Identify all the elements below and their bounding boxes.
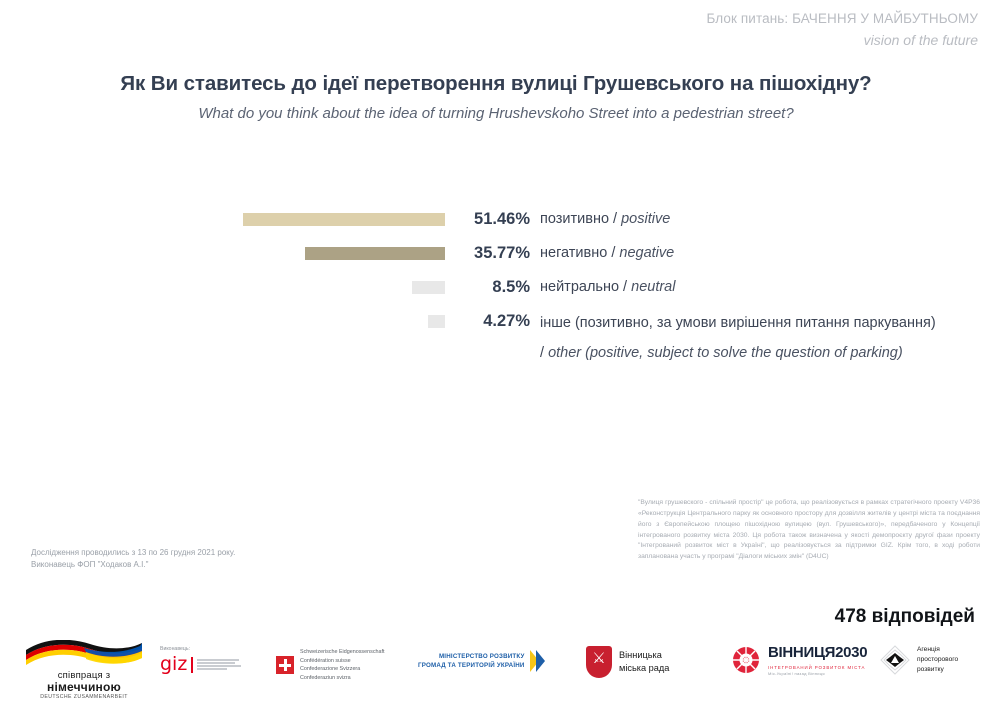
- topic-kicker-label: Блок питань:: [706, 11, 793, 26]
- vinnytsia2030-sub: ІНТЕГРОВАНИЙ РОЗВИТОК МІСТА: [768, 664, 866, 670]
- agency-line3: розвитку: [917, 666, 944, 674]
- topic-header: Блок питань: БАЧЕННЯ У МАЙБУТНЬОМУ visio…: [707, 10, 979, 50]
- bar-track: [0, 213, 445, 226]
- question-title-en: What do you think about the idea of turn…: [198, 105, 794, 122]
- german-ukrainian-ribbon-icon: [26, 639, 142, 665]
- chart-row: 35.77% негативно / negative: [0, 240, 992, 274]
- bar-2: [304, 247, 445, 260]
- bar-4: [428, 315, 445, 328]
- topic-kicker-en: vision of the future: [863, 32, 978, 49]
- bar-category-label-en: neutral: [631, 279, 676, 295]
- ministry-line1: МІНІСТЕРСТВО РОЗВИТКУ: [438, 652, 525, 660]
- logo-ministry-of-development: МІНІСТЕРСТВО РОЗВИТКУ ГРОМАД ТА ТЕРИТОРІ…: [418, 650, 545, 672]
- bar-category-label-ua: позитивно /: [540, 211, 622, 227]
- bar-category-label-ua: нейтрально /: [540, 279, 632, 295]
- bar-category-label-en: other (positive, subject to solve the qu…: [548, 345, 903, 361]
- topic-kicker: Блок питань: БАЧЕННЯ У МАЙБУТНЬОМУ: [707, 10, 979, 28]
- vinnytsia-council-text: Вінницька міська рада: [619, 649, 669, 676]
- bar-category-label-ua: інше (позитивно, за умови вирішення пита…: [540, 315, 936, 361]
- project-note: "Вулиця грушевского - спільний простір" …: [638, 499, 980, 561]
- agency-diamond-icon: [880, 645, 910, 676]
- bar-value-label: 51.46%: [474, 210, 530, 228]
- bar-category-label: інше (позитивно, за умови вирішення пита…: [540, 308, 940, 368]
- rada-line1: Вінницька: [619, 649, 662, 660]
- logo-vinnytsia-2030: ВІННИЦЯ2030 ІНТЕГРОВАНИЙ РОЗВИТОК МІСТА …: [730, 644, 868, 676]
- total-answers: 478 відповідей: [834, 606, 975, 627]
- bar-1: [243, 213, 445, 226]
- swiss-line1: Schweizerische Eidgenossenschaft: [300, 649, 385, 655]
- question-title-ua: Як Ви ставитесь до ідеї перетворення вул…: [120, 72, 872, 95]
- vinnytsia2030-sub2: Міс-Україні! назад Вінниця: [768, 671, 825, 676]
- bar-category-label: нейтрально / neutral: [540, 274, 940, 300]
- bar-category-label-en: positive: [621, 211, 671, 227]
- vinnytsia2030-wordmark: ВІННИЦЯ2030: [768, 644, 868, 661]
- bar-track: [0, 315, 445, 328]
- vinnytsia-coat-of-arms-icon: ⚔: [586, 646, 612, 678]
- rada-line2: міська рада: [619, 663, 670, 673]
- giz-divider: [191, 656, 193, 673]
- bar-value-label: 4.27%: [483, 312, 530, 330]
- german-coop-line3: DEUTSCHE ZUSAMMENARBEIT: [40, 693, 128, 700]
- agency-text: Агенція просторового розвитку: [917, 645, 958, 676]
- vinnytsia2030-word: ВІННИЦЯ: [768, 644, 836, 661]
- chart-row: 4.27% інше (позитивно, за умови вирішення…: [0, 308, 992, 361]
- agency-line2: просторового: [917, 656, 959, 664]
- chart-row: 51.46% позитивно / positive: [0, 206, 992, 240]
- german-cooperation-text: співпраця з німеччиною DEUTSCHE ZUSAMMEN…: [24, 671, 144, 700]
- ministry-line2: ГРОМАД ТА ТЕРИТОРІЙ УКРАЇНИ: [418, 662, 525, 669]
- ministry-chevron-icon: [529, 650, 545, 672]
- topic-kicker-value: БАЧЕННЯ У МАЙБУТНЬОМУ: [792, 11, 978, 26]
- logo-german-cooperation: співпраця з німеччиною DEUTSCHE ZUSAMMEN…: [24, 639, 144, 700]
- bar-category-label: позитивно / positive: [540, 206, 940, 232]
- partner-logo-strip: співпраця з німеччиною DEUTSCHE ZUSAMMEN…: [0, 638, 992, 701]
- vinnytsia2030-burst-icon: [730, 644, 762, 676]
- swiss-confederation-text: Schweizerische Eidgenossenschaft Confédé…: [300, 648, 385, 683]
- vinnytsia2030-text: ВІННИЦЯ2030 ІНТЕГРОВАНИЙ РОЗВИТОК МІСТА …: [768, 644, 868, 676]
- swiss-line4: Confederaziun svizra: [300, 674, 351, 681]
- bar-category-label-en: negative: [619, 245, 675, 261]
- bar-track: [0, 247, 445, 260]
- giz-subtext-lines-icon: [196, 659, 241, 670]
- german-coop-line2: німеччиною: [47, 679, 121, 694]
- study-note: Дослідження проводились з 13 по 26 грудн…: [31, 548, 236, 570]
- vinnytsia2030-year: 2030: [835, 644, 868, 661]
- chart-row: 8.5% нейтрально / neutral: [0, 274, 992, 308]
- giz-wordmark: giz: [160, 653, 188, 675]
- logo-spatial-development-agency: Агенція просторового розвитку: [880, 645, 958, 676]
- german-coop-line1: співпраця з: [57, 670, 111, 681]
- bar-track: [0, 281, 445, 294]
- bar-3: [411, 281, 445, 294]
- ministry-text: МІНІСТЕРСТВО РОЗВИТКУ ГРОМАД ТА ТЕРИТОРІ…: [418, 652, 525, 671]
- bar-value-label: 8.5%: [492, 278, 530, 296]
- logo-vinnytsia-city-council: ⚔ Вінницька міська рада: [586, 646, 669, 678]
- giz-mark: giz: [160, 653, 241, 675]
- agency-line1: Агенція: [917, 646, 940, 653]
- bar-category-label: негативно / negative: [540, 240, 940, 266]
- bar-category-label-ua: негативно /: [540, 245, 620, 261]
- swiss-flag-icon: [276, 656, 294, 675]
- bar-chart: 51.46% позитивно / positive 35.77% негативн…: [0, 206, 992, 361]
- swiss-line3: Confederazione Svizzera: [300, 666, 361, 673]
- question-block: Як Ви ставитесь до ідеї перетворення вул…: [0, 72, 992, 122]
- bar-value-label: 35.77%: [474, 244, 530, 262]
- logo-giz: Виконавець: giz: [160, 646, 241, 675]
- logo-swiss-confederation: Schweizerische Eidgenossenschaft Confédé…: [276, 648, 385, 683]
- swiss-line2: Confédération suisse: [300, 657, 351, 664]
- giz-caption: Виконавець:: [160, 646, 191, 652]
